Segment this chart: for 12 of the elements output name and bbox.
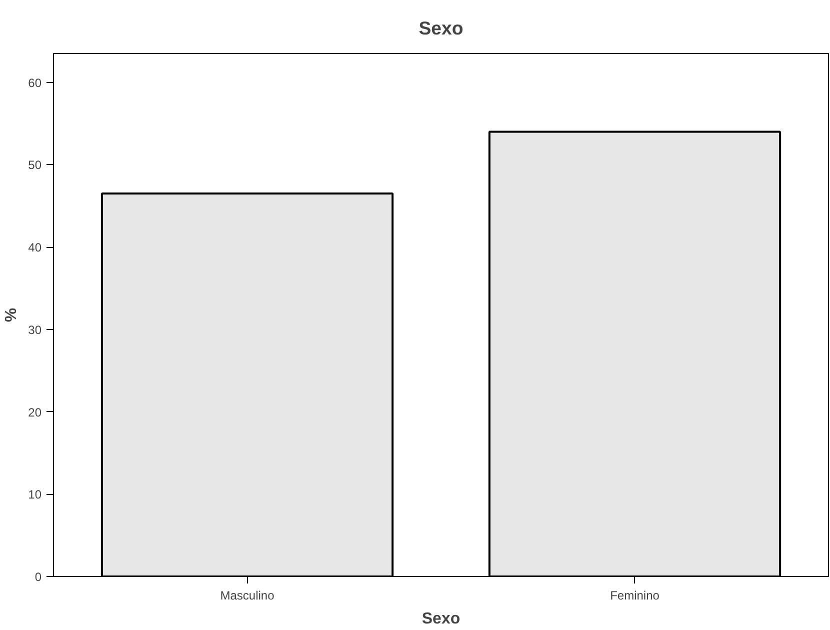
- y-axis-title: %: [3, 308, 20, 322]
- y-tick-label: 40: [28, 240, 42, 255]
- y-tick-label: 0: [34, 570, 42, 584]
- x-tick-label: Feminino: [610, 588, 660, 602]
- y-tick-label: 20: [28, 405, 42, 420]
- y-tick-label: 30: [28, 322, 42, 337]
- chart-title: Sexo: [418, 18, 464, 38]
- y-tick-label: 10: [28, 488, 42, 502]
- y-tick-label: 50: [28, 158, 42, 172]
- x-axis-title: Sexo: [422, 610, 460, 628]
- y-tick-label: 60: [28, 76, 42, 90]
- x-tick-label: Masculino: [220, 588, 275, 602]
